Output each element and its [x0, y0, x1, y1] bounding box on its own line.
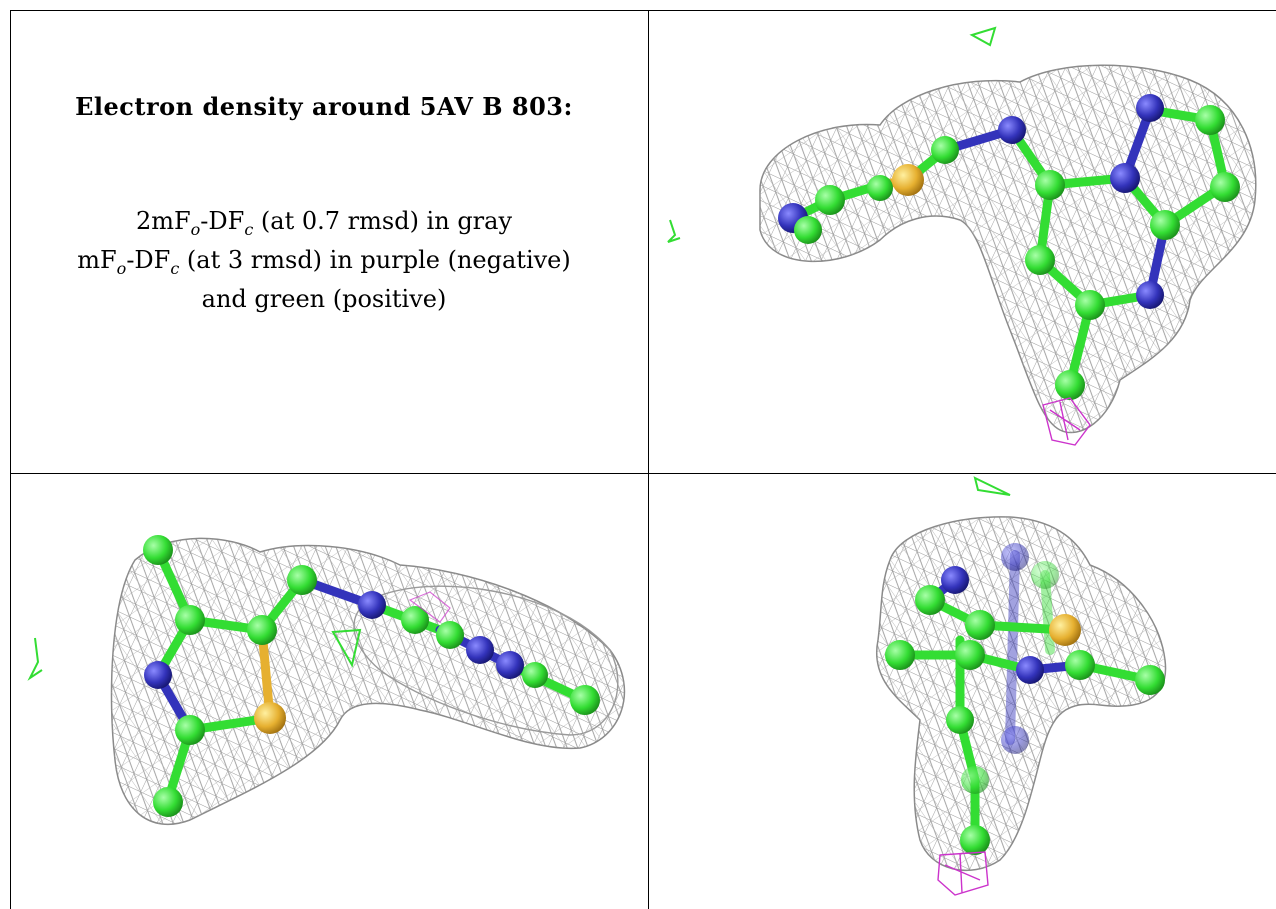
- positive-density-bl-1: [331, 628, 362, 668]
- atoms-br: [885, 543, 1165, 855]
- border-middle: [10, 473, 1276, 474]
- legend-line-fofc: mFo-DFc (at 3 rmsd) in purple (negative): [77, 246, 571, 278]
- positive-density-bl-2: [27, 637, 43, 681]
- view-bottom-left: [27, 535, 626, 825]
- view-top-right: [667, 26, 1257, 446]
- view-bottom-right: [875, 476, 1167, 896]
- negative-density-tr: [1042, 397, 1091, 446]
- figure-title: Electron density around 5AV B 803:: [75, 92, 573, 121]
- border-left: [10, 10, 11, 909]
- density-mesh-br-overlay: [876, 516, 1166, 871]
- border-center: [648, 10, 649, 909]
- atoms-bl: [143, 535, 600, 817]
- density-mesh-bl-overlay: [111, 538, 625, 825]
- positive-density-tr-2: [667, 219, 681, 243]
- border-top: [10, 10, 1276, 11]
- negative-density-bl: [408, 591, 451, 623]
- density-tube-bl: [353, 585, 619, 736]
- caption-cell: Electron density around 5AV B 803: 2mFo-…: [11, 11, 648, 473]
- legend-line-positive: and green (positive): [201, 285, 447, 313]
- atoms-tr: [778, 94, 1240, 400]
- positive-density-tr-1: [969, 26, 997, 47]
- positive-density-br: [973, 476, 1011, 496]
- legend-line-2fofc: 2mFo-DFc (at 0.7 rmsd) in gray: [135, 207, 513, 239]
- negative-density-br: [937, 851, 989, 896]
